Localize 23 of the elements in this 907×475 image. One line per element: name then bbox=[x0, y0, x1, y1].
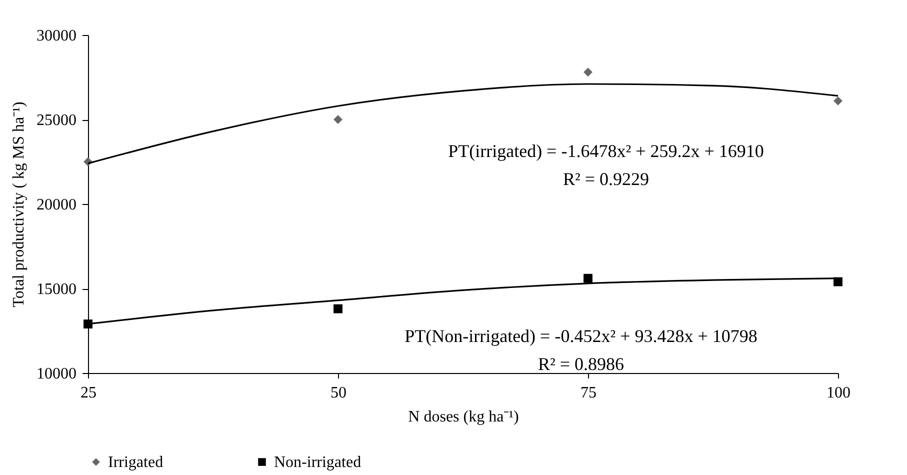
annotation: PT(irrigated) = -1.6478x² + 259.2x + 16910 bbox=[448, 141, 764, 161]
point bbox=[84, 320, 92, 328]
x-tick-label: 50 bbox=[330, 384, 346, 402]
y-axis-title: Total productivity ( kg MS ha⁻¹) bbox=[10, 102, 28, 308]
x-axis-title: N doses (kg ha⁻¹) bbox=[408, 408, 519, 426]
y-tick-label: 25000 bbox=[36, 112, 76, 129]
point bbox=[834, 96, 842, 106]
point bbox=[584, 274, 592, 283]
x-tick-label: 25 bbox=[80, 384, 96, 402]
x-tick-label: 75 bbox=[580, 384, 596, 402]
legend-label: Irrigated bbox=[108, 454, 164, 471]
annotation: R² = 0.9229 bbox=[562, 169, 650, 189]
legend-label: Non-irrigated bbox=[274, 454, 362, 471]
y-tick-label: 15000 bbox=[36, 281, 76, 298]
y-tick-label: 20000 bbox=[36, 196, 76, 214]
annotation: R² = 0.8986 bbox=[538, 354, 624, 374]
y-tick-label: 10000 bbox=[36, 366, 76, 382]
point bbox=[334, 304, 342, 314]
point bbox=[334, 115, 342, 124]
point bbox=[584, 68, 592, 77]
y-tick-label: 30000 bbox=[36, 28, 76, 44]
annotation: PT(Non-irrigated) = -0.452x² + 93.428x + 10798 bbox=[404, 326, 758, 346]
x-tick-label: 100 bbox=[826, 384, 850, 402]
